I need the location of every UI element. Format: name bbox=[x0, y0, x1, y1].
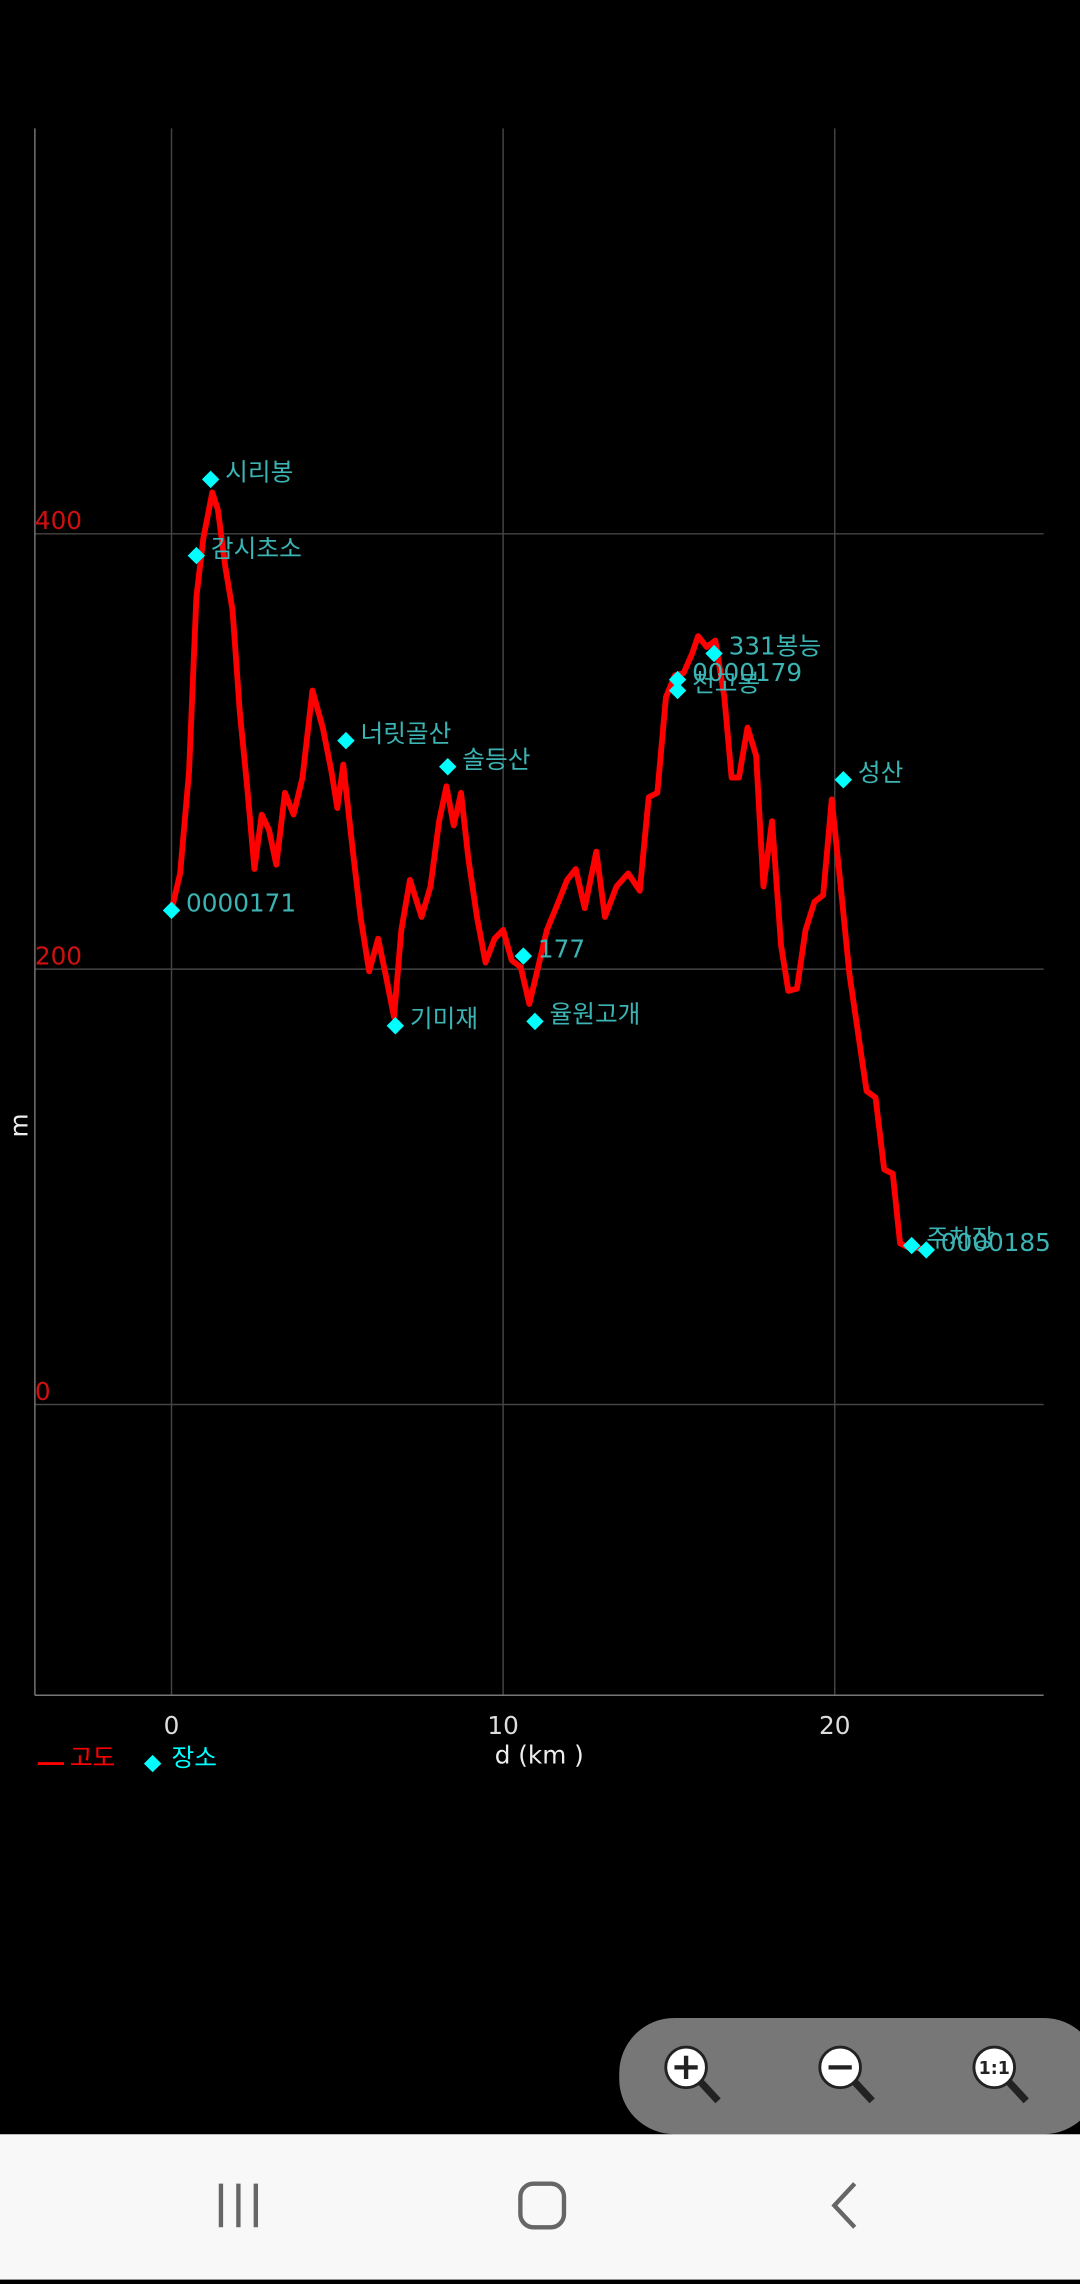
place-label: 331봉능 bbox=[729, 632, 822, 661]
place-label: 기미재 bbox=[410, 1004, 478, 1033]
legend-label: 고도 bbox=[70, 1743, 115, 1772]
place-marker bbox=[201, 470, 220, 489]
place-marker bbox=[668, 681, 687, 700]
y-tick-label: 0 bbox=[35, 1377, 51, 1406]
zoom-reset-button[interactable]: 1:1 bbox=[972, 2045, 1029, 2104]
navigation-bar bbox=[0, 2134, 1080, 2280]
place-label: 율원고개 bbox=[549, 1000, 640, 1029]
place-marker bbox=[668, 670, 687, 689]
place-label: 주차장 bbox=[926, 1224, 994, 1253]
place-marker bbox=[187, 546, 206, 565]
place-label: 솔등산 bbox=[462, 745, 530, 774]
place-marker bbox=[386, 1017, 405, 1035]
place-label: 0000171 bbox=[186, 889, 296, 918]
y-axis-label: m bbox=[4, 1113, 33, 1137]
place-label: 천고봉 bbox=[692, 669, 760, 698]
zoom-controls: 1:1 bbox=[619, 2017, 1080, 2135]
x-tick-label: 10 bbox=[487, 1711, 518, 1740]
place-label: 0000179 bbox=[692, 658, 802, 687]
place-label: 너릿골산 bbox=[360, 719, 451, 748]
place-label: 0000185 bbox=[941, 1228, 1051, 1257]
place-label: 감시초소 bbox=[211, 534, 302, 563]
place-label: 177 bbox=[538, 934, 585, 963]
place-marker bbox=[705, 644, 723, 663]
home-button[interactable] bbox=[518, 2181, 567, 2230]
legend-label: 장소 bbox=[172, 1743, 217, 1772]
place-marker bbox=[526, 1012, 544, 1031]
place-label: 시리봉 bbox=[225, 458, 293, 487]
place-marker bbox=[337, 731, 355, 750]
place-marker bbox=[514, 947, 533, 965]
y-tick-label: 200 bbox=[35, 942, 82, 971]
elevation-line bbox=[168, 489, 926, 1253]
place-marker bbox=[834, 771, 853, 789]
zoom-reset-label: 1:1 bbox=[979, 2059, 1010, 2079]
recents-button[interactable] bbox=[218, 2183, 259, 2228]
place-label: 성산 bbox=[858, 758, 903, 787]
place-marker bbox=[902, 1236, 921, 1255]
place-marker bbox=[917, 1241, 935, 1259]
zoom-out-button[interactable] bbox=[818, 2045, 875, 2104]
x-tick-label: 20 bbox=[819, 1711, 850, 1740]
legend-symbol bbox=[143, 1754, 162, 1773]
x-tick-label: 0 bbox=[164, 1711, 180, 1740]
place-marker bbox=[162, 901, 181, 920]
place-marker bbox=[439, 757, 457, 776]
x-axis-label: d (km ) bbox=[495, 1740, 584, 1769]
y-tick-label: 400 bbox=[35, 506, 82, 535]
plot-area: 0 10 2002004000000171감시초소시리봉너릿골산기미재솔등산177율… bbox=[34, 128, 1051, 1740]
back-button[interactable] bbox=[831, 2182, 857, 2229]
zoom-in-button[interactable] bbox=[664, 2045, 721, 2104]
